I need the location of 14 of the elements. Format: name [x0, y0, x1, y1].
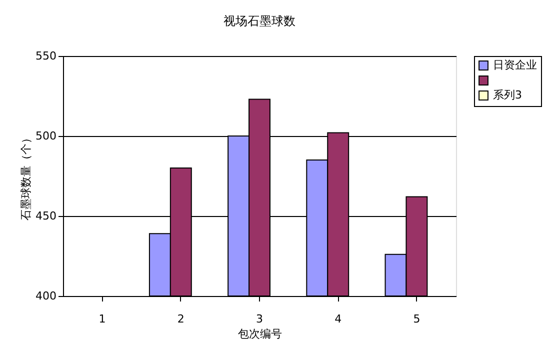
legend-label: 系列3 — [493, 88, 522, 102]
y-tick-label: 500 — [36, 130, 56, 142]
x-tick-label: 3 — [256, 312, 263, 326]
chart-title: 视场石墨球数 — [224, 14, 296, 28]
x-tick-label: 4 — [334, 312, 342, 326]
y-tick-label: 550 — [36, 50, 56, 62]
y-tick-label: 400 — [36, 290, 56, 302]
x-tick-label: 1 — [98, 312, 106, 326]
legend-label: 日资企业 — [493, 58, 537, 72]
y-tick-label: 450 — [36, 210, 56, 222]
x-axis-title: 包次编号 — [238, 328, 282, 340]
y-axis-title: 石墨球数量（个） — [20, 132, 33, 220]
x-tick-label: 2 — [177, 312, 184, 326]
x-tick-label: 5 — [413, 312, 420, 326]
